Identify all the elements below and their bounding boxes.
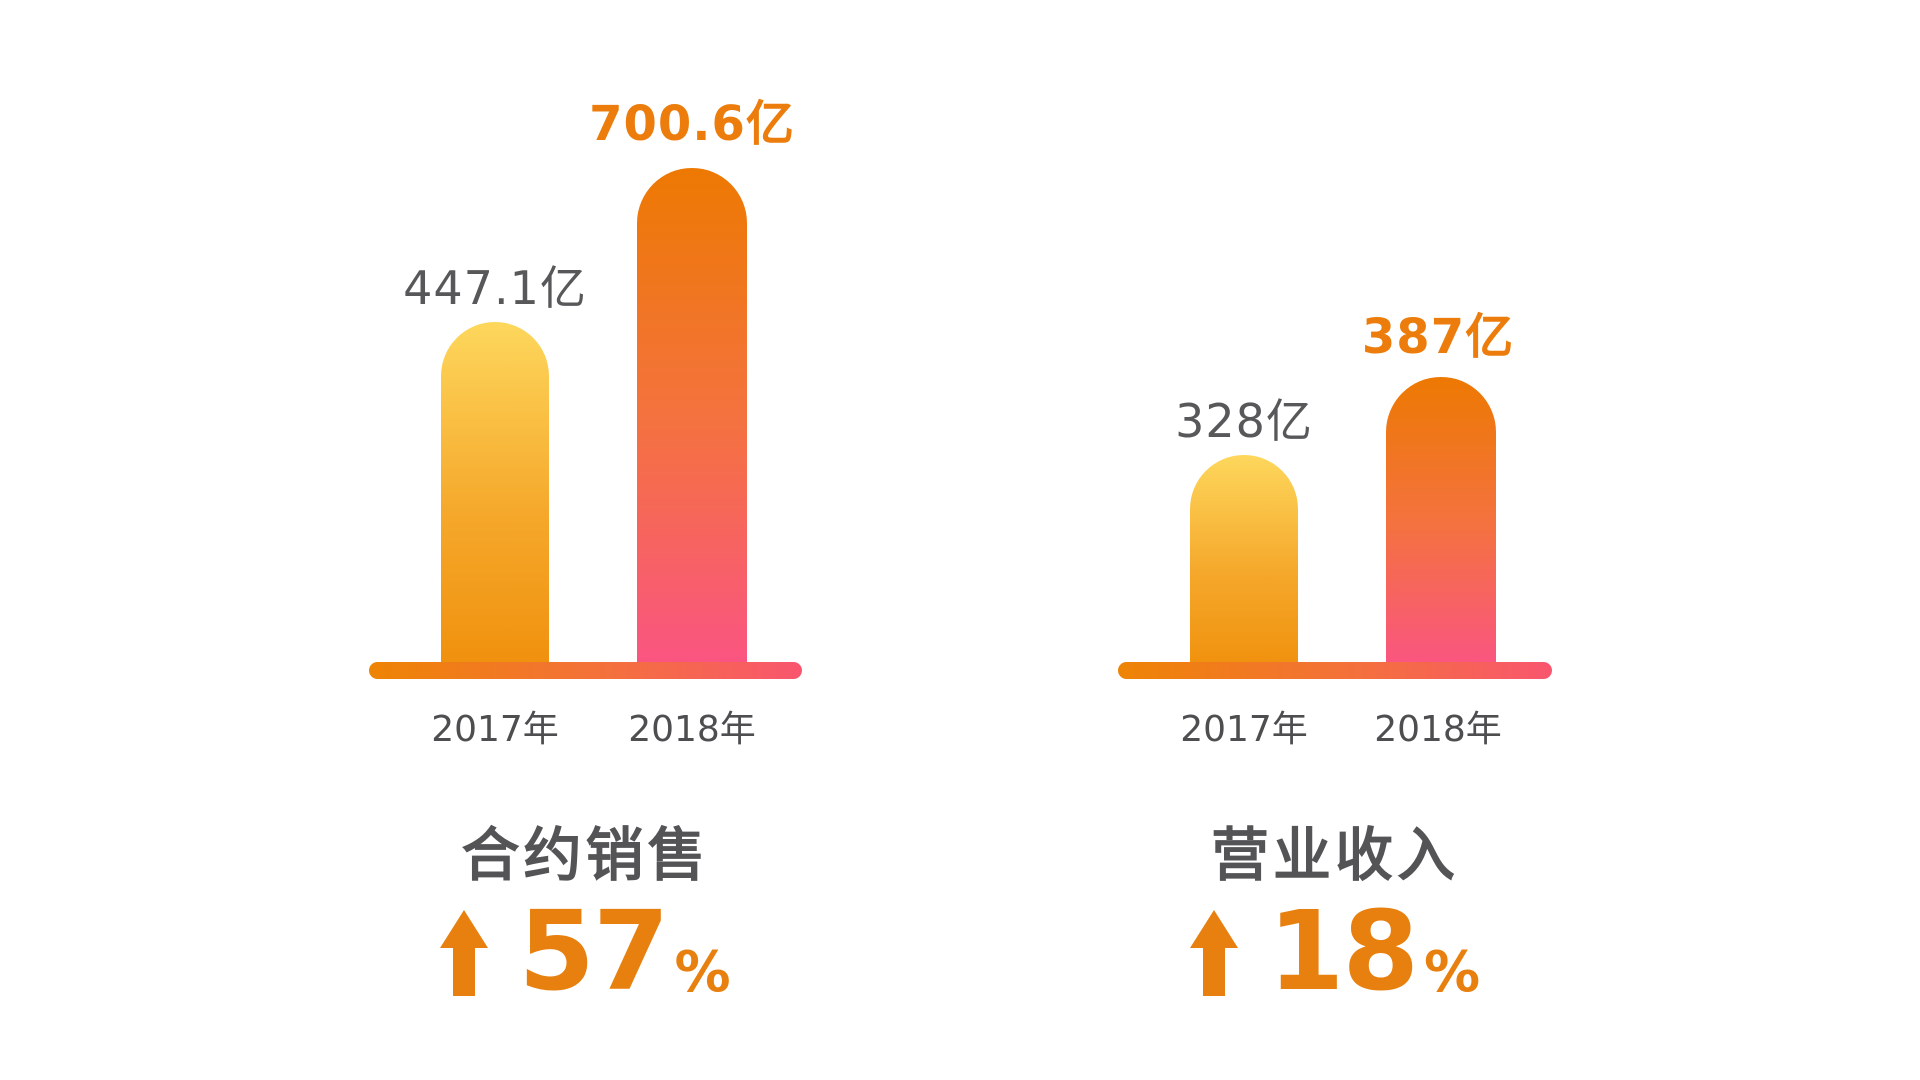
growth-row: 18 % [1118,886,1552,1015]
growth-percent-sign: % [1423,940,1481,1006]
axis-baseline [369,662,802,679]
value-label-2017: 447.1亿 [403,261,587,315]
bar-2018 [637,168,747,670]
value-label-2018-highlight: 387亿 [1361,309,1515,365]
category-label-2017: 2017年 [1180,709,1308,750]
value-label-2018-highlight: 700.6亿 [589,96,795,152]
chart-group-contract-sales: 447.1亿 700.6亿 2017年 2018年 合约销售 57 % [369,0,802,1080]
growth-percent-sign: % [674,940,731,1006]
value-label-2017: 328亿 [1175,394,1313,448]
growth-percentage: 57 [518,886,669,1015]
growth-figure: 18 % [1267,886,1481,1015]
chart-title-operating-revenue: 营业收入 [1210,821,1460,889]
bar-2018 [1386,377,1496,670]
up-arrow-icon [1189,910,1238,996]
chart-title-contract-sales: 合约销售 [461,821,710,889]
chart-group-operating-revenue: 328亿 387亿 2017年 2018年 营业收入 18 % [1118,0,1552,1080]
category-label-2018: 2018年 [1374,709,1502,750]
category-label-2018: 2018年 [628,709,756,750]
growth-figure: 57 % [518,886,731,1015]
up-arrow-icon [440,910,489,996]
axis-baseline [1118,662,1552,679]
growth-percentage: 18 [1267,886,1419,1015]
category-label-2017: 2017年 [431,709,559,750]
bar-2017 [1190,455,1298,670]
bar-2017 [441,322,549,670]
growth-row: 57 % [369,886,802,1015]
